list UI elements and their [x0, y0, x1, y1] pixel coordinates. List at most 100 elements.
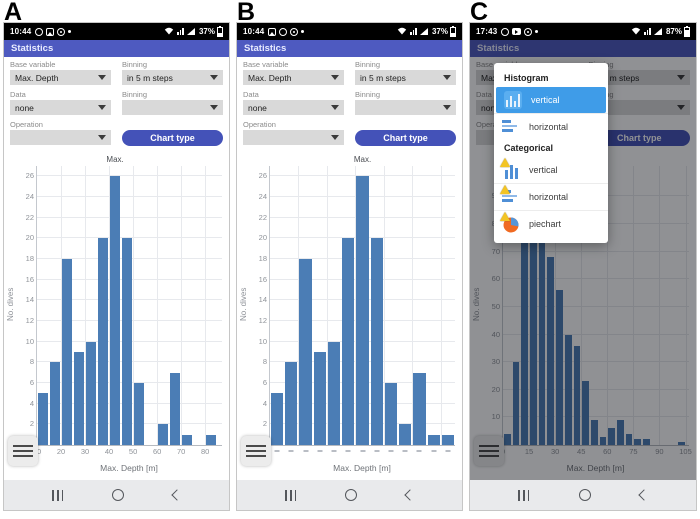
- chart-type-option-horizontal[interactable]: horizontal: [494, 113, 608, 140]
- recents-icon[interactable]: [518, 489, 530, 501]
- bar: [122, 238, 133, 445]
- screenshot-panel: C 17:43 87% Statistics Base variable Max…: [466, 0, 700, 519]
- gallery-icon: [268, 27, 277, 36]
- y-tick-label: 24: [25, 192, 34, 202]
- data-binning-dropdown[interactable]: [588, 100, 690, 115]
- depth-binning-dropdown[interactable]: in 5 m steps: [355, 70, 456, 85]
- bar: [86, 341, 97, 445]
- bar: [356, 176, 369, 445]
- home-icon[interactable]: [578, 489, 591, 501]
- mobile-data-icon: [177, 28, 184, 35]
- bar: [590, 420, 598, 445]
- chart-type-button[interactable]: Chart type: [355, 130, 456, 146]
- media-icon: [524, 27, 533, 36]
- bar: [62, 259, 73, 445]
- recents-icon[interactable]: [285, 489, 297, 501]
- operation-dropdown[interactable]: [10, 130, 111, 145]
- android-nav-bar: [4, 480, 229, 510]
- chart-type-button[interactable]: Chart type: [122, 130, 223, 146]
- y-tick-label: 20: [258, 233, 267, 243]
- dropdown-value: none: [481, 102, 500, 113]
- operation-label: Operation: [476, 120, 509, 129]
- data-dropdown[interactable]: none: [243, 100, 344, 115]
- status-left-icons: [501, 27, 539, 36]
- x-dash-tick: [416, 450, 422, 452]
- chart-type-option-horizontal[interactable]: horizontal: [494, 183, 608, 210]
- h-gridline: [270, 175, 455, 177]
- chevron-down-icon: [210, 105, 218, 110]
- data-dropdown[interactable]: none: [10, 100, 111, 115]
- menu-button[interactable]: [241, 436, 271, 466]
- status-left-icons: [268, 27, 305, 36]
- menu-button[interactable]: [8, 436, 38, 466]
- chart-type-option-vertical[interactable]: vertical: [496, 87, 606, 113]
- bar: [182, 434, 193, 445]
- x-tick-label: 15: [524, 447, 534, 456]
- chevron-down-icon: [443, 105, 451, 110]
- home-icon[interactable]: [345, 489, 358, 501]
- base-variable-label: Base variable: [243, 60, 289, 69]
- battery-percent: 37%: [431, 27, 448, 36]
- mobile-data-icon: [410, 28, 417, 35]
- panel-letter: A: [4, 0, 23, 26]
- x-axis-label: Max. Depth [m]: [100, 463, 158, 473]
- data-label: Data: [10, 90, 26, 99]
- v-gridline: [157, 166, 159, 445]
- menu-button[interactable]: [474, 436, 504, 466]
- recents-icon[interactable]: [52, 489, 64, 501]
- bar: [158, 424, 169, 445]
- y-tick-label: 2: [262, 419, 267, 429]
- bar: [110, 176, 121, 445]
- categorical-horizontal-icon: [500, 185, 521, 206]
- operation-label: Operation: [243, 120, 276, 129]
- popup-option-label: vertical: [531, 95, 560, 105]
- v-gridline: [685, 166, 687, 445]
- y-tick-label: 24: [258, 192, 267, 202]
- back-icon[interactable]: [171, 489, 183, 501]
- depth-binning-dropdown[interactable]: in 5 m steps: [588, 70, 690, 85]
- signal-icon: [419, 28, 428, 35]
- bar: [342, 238, 355, 445]
- bar: [643, 439, 650, 445]
- panel-letter: C: [470, 0, 489, 26]
- bar: [547, 257, 555, 445]
- y-tick-label: 2: [29, 419, 34, 429]
- bar: [427, 434, 440, 445]
- h-gridline: [503, 416, 689, 418]
- histogram-vertical-icon: [504, 91, 523, 109]
- x-dash-tick: [317, 450, 323, 452]
- bar: [98, 238, 109, 445]
- y-tick-label: 20: [25, 233, 34, 243]
- base-variable-dropdown[interactable]: Max. Depth: [10, 70, 111, 85]
- chevron-down-icon: [210, 75, 218, 80]
- y-tick-label: 16: [258, 274, 267, 284]
- android-nav-bar: [470, 480, 696, 510]
- h-gridline: [503, 333, 689, 335]
- v-gridline: [440, 166, 442, 445]
- chart-type-button[interactable]: Chart type: [588, 130, 690, 146]
- battery-percent: 87%: [665, 27, 682, 36]
- base-variable-dropdown[interactable]: Max. Depth: [243, 70, 344, 85]
- dropdown-value: none: [248, 102, 267, 113]
- bar: [599, 436, 607, 445]
- home-icon[interactable]: [112, 489, 125, 501]
- notification-dot-icon: [535, 30, 539, 33]
- data-binning-dropdown[interactable]: [355, 100, 456, 115]
- v-gridline: [581, 166, 583, 445]
- screenshot-panel: B 10:44 37% Statistics Base variable Max…: [233, 0, 466, 519]
- back-icon[interactable]: [404, 489, 416, 501]
- data-binning-dropdown[interactable]: [122, 100, 223, 115]
- data-label: Data: [476, 90, 492, 99]
- dropdown-value: in 5 m steps: [127, 72, 173, 83]
- operation-dropdown[interactable]: [243, 130, 344, 145]
- depth-binning-dropdown[interactable]: in 5 m steps: [122, 70, 223, 85]
- x-tick-label: 45: [577, 447, 586, 456]
- app-header: Statistics: [237, 40, 462, 57]
- y-tick-label: 22: [25, 212, 34, 222]
- chart-type-option-vertical[interactable]: vertical: [494, 157, 608, 183]
- chart-type-option-piechart[interactable]: piechart: [494, 210, 608, 237]
- categorical-piechart-icon: [500, 212, 521, 233]
- bar: [399, 424, 412, 445]
- y-tick-label: 4: [29, 398, 34, 408]
- back-icon[interactable]: [638, 489, 650, 501]
